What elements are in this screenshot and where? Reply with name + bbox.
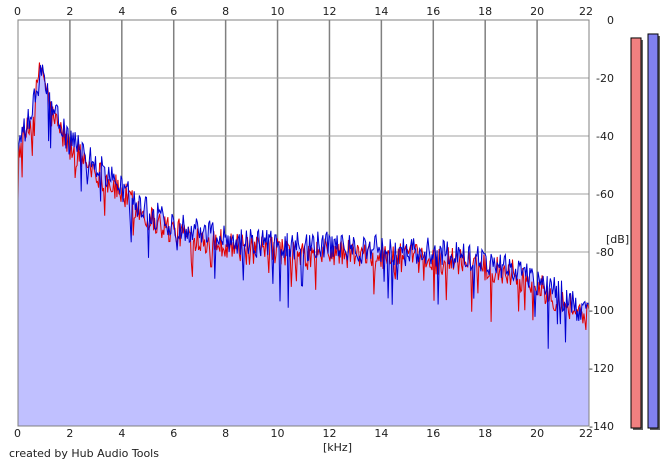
x-tick-label-bottom: 22: [579, 427, 593, 440]
x-tick-label-top: 12: [322, 5, 336, 18]
y-tick-label: -80: [596, 246, 614, 259]
y-axis: 0 -20 -40 -60 -80 -100 -120 -140: [589, 14, 614, 433]
spectrum-fill: [18, 62, 589, 426]
series-group: [17, 62, 590, 349]
x-tick-label-bottom: 0: [14, 427, 21, 440]
x-tick-label-top: 2: [66, 5, 73, 18]
level-meter-1: [630, 37, 642, 429]
credit-text: created by Hub Audio Tools: [9, 447, 159, 460]
y-tick-label: 0: [607, 14, 614, 27]
x-tick-label-top: 16: [426, 5, 440, 18]
x-tick-label-bottom: 2: [66, 427, 73, 440]
x-tick-label-bottom: 6: [170, 427, 177, 440]
x-tick-label-top: 4: [118, 5, 125, 18]
x-tick-label-bottom: 12: [322, 427, 336, 440]
x-tick-label-top: 22: [579, 5, 593, 18]
plot-frame: [17, 19, 590, 427]
x-tick-label-bottom: 18: [478, 427, 492, 440]
x-axis-top: 0 2 4 6 8 10 12 14 16 18 20 22: [14, 5, 593, 18]
level-meters: [630, 33, 660, 431]
x-tick-label-bottom: 20: [530, 427, 544, 440]
x-tick-label-top: 14: [374, 5, 388, 18]
x-tick-label-bottom: 16: [426, 427, 440, 440]
x-axis-label: [kHz]: [323, 441, 352, 454]
x-tick-label-bottom: 8: [222, 427, 229, 440]
y-tick-label: -100: [589, 304, 614, 317]
x-tick-label-top: 8: [222, 5, 229, 18]
y-tick-label: -20: [596, 72, 614, 85]
series-line-2: [17, 64, 590, 349]
y-tick-label: -40: [596, 130, 614, 143]
y-axis-label: [dB]: [606, 233, 629, 246]
y-tick-label: -60: [596, 188, 614, 201]
x-tick-label-top: 10: [271, 5, 285, 18]
x-tick-label-top: 20: [530, 5, 544, 18]
x-tick-label-bottom: 4: [118, 427, 125, 440]
x-tick-label-bottom: 14: [374, 427, 388, 440]
y-tick-label: -120: [589, 362, 614, 375]
x-tick-label-top: 18: [478, 5, 492, 18]
x-tick-label-bottom: 10: [271, 427, 285, 440]
level-meter-2: [647, 33, 659, 429]
y-tick-label: -140: [589, 420, 614, 433]
x-tick-label-top: 6: [170, 5, 177, 18]
x-axis-bottom: 0 2 4 6 8 10 12 14 16 18 20 22: [14, 427, 593, 440]
x-tick-label-top: 0: [14, 5, 21, 18]
